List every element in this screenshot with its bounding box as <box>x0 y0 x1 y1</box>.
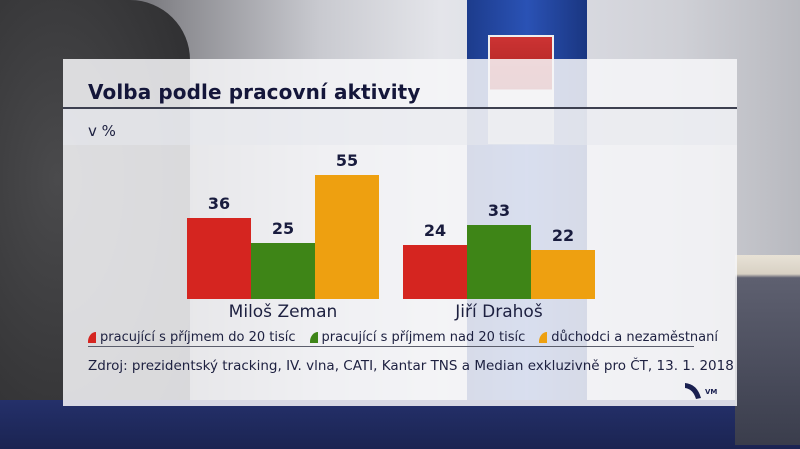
source-note: Zdroj: prezidentský tracking, IV. vlna, … <box>88 358 734 374</box>
category-label: Jiří Drahoš <box>455 302 543 322</box>
broadcaster-logo: VM <box>683 379 723 401</box>
bar-value-label: 22 <box>551 225 575 245</box>
logo-arc-icon <box>685 383 701 399</box>
unit-band <box>63 109 737 145</box>
bar-value-label: 24 <box>423 221 447 240</box>
bar <box>251 242 315 299</box>
title-divider <box>63 107 737 109</box>
bar-value-label: 55 <box>335 151 359 171</box>
chart-legend: pracující s příjmem do 20 tisíc pracujíc… <box>88 327 732 347</box>
chart-title: Volba podle pracovní aktivity <box>88 80 421 104</box>
legend-item-retired-unemployed: důchodci a nezaměstnaní <box>539 330 718 345</box>
bar-value-label: 36 <box>207 194 231 213</box>
legend-item-high-income: pracující s příjmem nad 20 tisíc <box>309 329 526 345</box>
legend-item-low-income: pracující s příjmem do 20 tisíc <box>88 330 296 345</box>
bar-value-label: 25 <box>271 218 295 238</box>
bar <box>315 175 379 299</box>
background-desk <box>735 255 800 445</box>
bar <box>531 249 595 299</box>
bar <box>187 218 251 299</box>
legend-label: pracující s příjmem nad 20 tisíc <box>321 329 526 345</box>
legend-label: pracující s příjmem do 20 tisíc <box>100 329 296 345</box>
legend-label: důchodci a nezaměstnaní <box>551 329 718 345</box>
category-label: Miloš Zeman <box>228 302 338 322</box>
legend-swatch-red-icon <box>88 331 96 343</box>
legend-divider <box>88 346 694 347</box>
chart-panel: Volba podle pracovní aktivity v % 36 25 55… <box>63 59 737 406</box>
bar <box>467 224 531 299</box>
logo-text: VM <box>705 388 718 396</box>
unit-label: v % <box>88 122 116 140</box>
legend-swatch-green-icon <box>309 331 318 343</box>
bar-chart: 36 25 55 Miloš Zeman 24 33 22 Jiří Drahoš <box>63 59 737 406</box>
legend-swatch-orange-icon <box>539 331 548 343</box>
bar-value-label: 33 <box>487 200 511 220</box>
bar <box>403 245 467 299</box>
background-floor <box>0 400 800 449</box>
